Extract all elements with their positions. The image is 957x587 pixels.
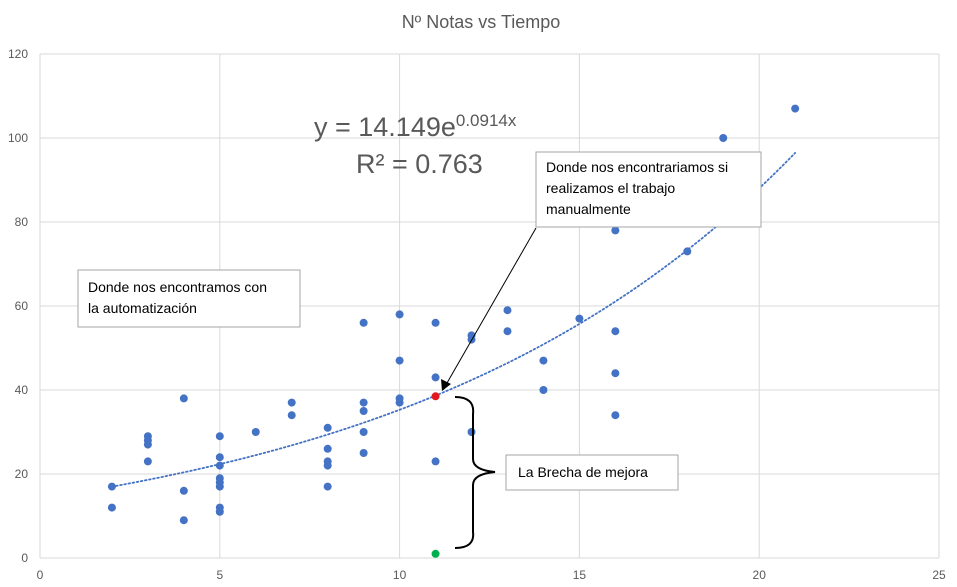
data-point [431,373,440,382]
callout-arrow-line [446,227,537,384]
data-point [431,457,440,466]
equation-exponent: 0.0914x [456,111,517,130]
data-point [215,482,224,491]
data-point [359,407,368,415]
x-tick-label: 25 [932,568,946,582]
data-point [611,411,620,420]
trendline-equation: y = 14.149e0.0914x [314,111,517,142]
data-point [611,327,620,336]
x-tick-label: 15 [573,568,587,582]
data-point [791,104,800,113]
data-point [323,444,332,453]
highlight-point-manual [431,392,440,401]
data-point [719,134,728,142]
data-point [503,306,512,315]
data-point [107,503,116,512]
data-point [503,327,512,336]
y-tick-label: 20 [15,467,29,481]
data-point [143,440,152,449]
y-tick-label: 60 [15,299,29,313]
data-point [323,461,332,470]
data-point [287,411,296,420]
y-tick-label: 120 [8,47,28,61]
data-point [143,457,152,466]
data-point [683,247,692,256]
y-tick-label: 80 [15,215,29,229]
r-squared: R² = 0.763 [356,149,483,179]
annotation-automation: Donde nos encontramos con la automatizac… [77,269,301,328]
data-point [287,398,296,407]
data-point [179,486,188,495]
data-point [359,318,368,327]
annotation-manual-line-3: manualmente [546,201,631,217]
y-tick-label: 100 [8,131,28,145]
data-point [179,516,188,525]
data-point [611,226,620,235]
callout-arrow-head [441,379,451,391]
annotation-automation-line-2: la automatización [88,300,197,316]
x-tick-label: 0 [37,568,44,582]
y-tick-label: 0 [21,551,28,565]
data-point [359,398,368,407]
data-point [323,423,332,432]
x-tick-label: 10 [393,568,407,582]
annotation-manual: Donde nos encontrariamos si realizamos e… [535,151,762,228]
annotation-manual-line-1: Donde nos encontrariamos si [546,159,728,175]
annotation-gap-label: La Brecha de mejora [518,464,648,480]
data-point [539,386,548,394]
y-tick-label: 40 [15,383,29,397]
highlight-point-automation [431,549,440,558]
highlight-points [431,392,440,558]
data-point [251,428,260,436]
data-point [539,356,548,365]
trendline [111,152,797,488]
data-point [431,318,440,327]
data-points [107,104,800,525]
x-axis-ticks: 0 5 10 15 20 25 [37,568,946,582]
data-point [215,461,224,470]
data-point [611,369,620,378]
data-point [395,310,404,319]
x-tick-label: 20 [753,568,767,582]
annotation-automation-line-1: Donde nos encontramos con [88,279,267,295]
data-point [359,449,368,457]
data-point [467,428,476,436]
equation-base: y = 14.149e [314,112,456,142]
y-axis-ticks: 0 20 40 60 80 100 120 [8,47,28,565]
data-point [395,356,404,365]
data-point [179,394,188,403]
data-point [323,482,332,491]
data-point [215,432,224,441]
x-tick-label: 5 [216,568,223,582]
data-point [359,428,368,436]
data-point [395,398,404,407]
data-point [215,453,224,462]
data-point [107,482,116,491]
annotation-gap: La Brecha de mejora [505,454,679,491]
data-point [215,507,224,516]
data-point [575,314,584,323]
chart-title: Nº Notas vs Tiempo [402,12,561,32]
annotation-automation-box [77,269,301,328]
gap-brace [454,396,496,549]
annotation-manual-box [535,151,762,228]
annotation-manual-line-2: realizamos el trabajo [546,180,675,196]
annotation-gap-box [505,454,679,491]
